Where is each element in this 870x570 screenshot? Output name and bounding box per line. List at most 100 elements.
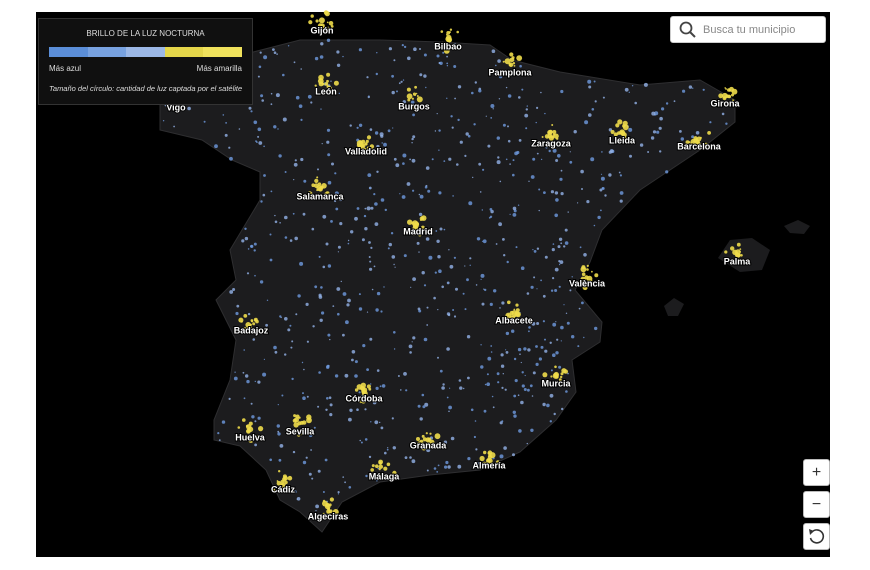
light-dot: [618, 171, 621, 174]
light-dot: [559, 260, 564, 264]
light-dot: [173, 125, 176, 128]
light-dot: [297, 433, 301, 437]
light-dot: [284, 480, 288, 485]
light-dot: [344, 373, 349, 378]
light-dot: [421, 393, 425, 397]
light-dot: [318, 29, 321, 33]
light-dot: [319, 55, 324, 59]
city-label: Huelva: [235, 432, 266, 442]
light-dot: [314, 84, 317, 87]
light-dot: [569, 160, 573, 164]
light-dot: [594, 273, 599, 278]
light-dot: [162, 120, 165, 122]
light-dot: [428, 255, 433, 260]
light-dot: [566, 321, 570, 325]
light-dot: [393, 157, 397, 161]
light-dot: [535, 121, 537, 124]
light-dot: [325, 195, 331, 201]
light-dot: [342, 292, 347, 296]
light-dot: [448, 405, 452, 410]
light-dot: [360, 398, 367, 404]
light-dot: [555, 321, 557, 323]
light-dot: [552, 322, 557, 327]
light-dot: [310, 449, 312, 451]
light-dot: [521, 88, 524, 91]
light-dot: [424, 185, 428, 189]
light-dot: [291, 340, 294, 343]
light-dot: [279, 315, 282, 318]
light-dot: [388, 47, 392, 51]
light-dot: [234, 371, 236, 373]
light-dot: [316, 176, 319, 179]
light-dot: [260, 94, 264, 98]
light-dot: [604, 194, 607, 197]
light-dot: [404, 456, 408, 459]
light-dot: [455, 287, 458, 291]
light-dot: [505, 158, 508, 161]
light-dot: [560, 192, 564, 196]
light-dot: [374, 131, 379, 135]
light-dot: [246, 272, 250, 275]
zoom-out-button[interactable]: −: [803, 491, 830, 518]
reset-button[interactable]: [803, 523, 830, 550]
light-dot: [530, 428, 534, 432]
light-dot: [374, 420, 379, 425]
light-dot: [288, 486, 291, 488]
zoom-in-button[interactable]: +: [803, 459, 830, 486]
light-dot: [434, 130, 437, 132]
light-dot: [446, 396, 449, 399]
light-dot: [427, 189, 431, 193]
light-dot: [594, 100, 597, 103]
light-dot: [370, 468, 375, 472]
light-dot: [438, 269, 442, 274]
light-dot: [508, 70, 511, 73]
light-dot: [369, 260, 372, 263]
light-dot: [541, 136, 544, 138]
light-dot: [300, 68, 303, 70]
light-dot: [453, 65, 457, 68]
light-dot: [386, 462, 391, 467]
light-dot: [322, 265, 326, 269]
light-dot: [263, 55, 268, 60]
light-dot: [326, 38, 331, 42]
light-dot: [734, 260, 738, 265]
light-dot: [512, 410, 516, 414]
light-dot: [624, 87, 629, 92]
light-dot: [334, 199, 337, 203]
light-dot: [569, 289, 572, 292]
light-dot: [634, 101, 637, 105]
light-dot: [242, 327, 248, 333]
light-dot: [581, 265, 586, 270]
light-dot: [305, 456, 308, 459]
light-dot: [279, 222, 281, 224]
light-dot: [337, 493, 339, 495]
light-dot: [688, 85, 693, 89]
light-dot: [429, 442, 436, 448]
light-dot: [502, 238, 505, 241]
light-dot: [273, 125, 277, 129]
light-dot: [322, 214, 327, 219]
light-dot: [178, 104, 181, 107]
light-dot: [315, 510, 317, 512]
light-dot: [324, 458, 328, 462]
light-dot: [302, 212, 306, 216]
light-dot: [469, 257, 472, 260]
light-dot: [373, 193, 376, 196]
light-dot: [380, 310, 383, 313]
light-dot: [407, 56, 411, 61]
light-dot: [320, 286, 323, 289]
island: [664, 298, 684, 316]
light-dot: [411, 230, 417, 236]
light-dot: [475, 462, 480, 466]
legend-high-label: Más amarilla: [196, 64, 242, 73]
light-dot: [290, 346, 293, 349]
light-dot: [423, 74, 427, 78]
light-dot: [482, 239, 487, 244]
light-dot: [530, 285, 534, 289]
light-dot: [451, 126, 454, 129]
light-dot: [441, 386, 445, 390]
light-dot: [639, 143, 644, 147]
search-box[interactable]: Busca tu municipio: [670, 16, 826, 43]
light-dot: [395, 163, 400, 168]
light-dot: [423, 337, 428, 342]
